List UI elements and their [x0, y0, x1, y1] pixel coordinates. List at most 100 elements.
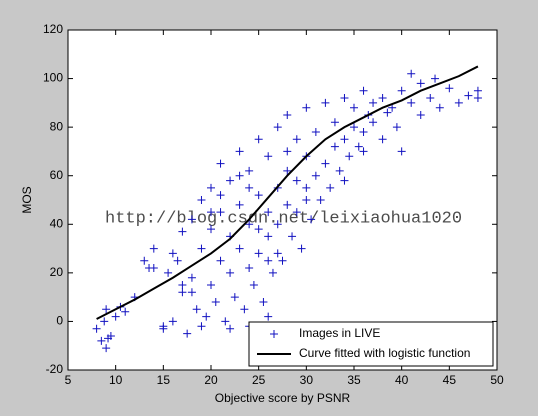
scatter-point — [350, 103, 358, 112]
scatter-point — [378, 94, 387, 102]
scatter-point — [168, 317, 177, 326]
scatter-point — [183, 329, 192, 338]
scatter-point — [435, 103, 444, 112]
y-axis-label: MOS — [20, 186, 34, 213]
scatter-point — [221, 317, 230, 326]
scatter-point — [111, 312, 120, 321]
y-tick-label: 100 — [43, 71, 63, 85]
scatter-point — [302, 196, 311, 204]
scatter-point — [288, 232, 297, 241]
y-tick-label: 80 — [50, 119, 64, 133]
scatter-point — [378, 135, 387, 144]
scatter-point — [292, 135, 301, 144]
scatter-point — [273, 220, 282, 229]
legend-label: Curve fitted with logistic function — [299, 346, 470, 360]
legend-box — [248, 321, 494, 367]
scatter-point — [316, 196, 325, 204]
y-tick-label: 20 — [50, 265, 64, 279]
scatter-point — [326, 183, 335, 192]
x-tick-label: 50 — [490, 373, 504, 387]
scatter-point — [392, 123, 401, 132]
scatter-point — [473, 94, 482, 102]
y-tick-label: 60 — [50, 168, 64, 182]
scatter-point — [426, 94, 435, 102]
scatter-point — [192, 305, 201, 314]
scatter-point — [340, 135, 349, 144]
scatter-point — [264, 208, 273, 217]
scatter-point — [297, 244, 306, 253]
scatter-point — [264, 312, 273, 321]
scatter-point — [216, 159, 225, 168]
scatter-point — [407, 98, 416, 107]
scatter-point — [216, 208, 225, 217]
scatter-point — [216, 191, 225, 200]
scatter-point — [121, 307, 130, 316]
scatter-point — [340, 176, 349, 185]
scatter-point — [235, 147, 244, 156]
x-tick-label: 5 — [65, 373, 72, 387]
scatter-point — [226, 324, 235, 333]
x-tick-label: 35 — [347, 373, 361, 387]
scatter-point — [207, 208, 215, 217]
y-tick-label: 0 — [56, 314, 63, 328]
scatter-point — [397, 86, 406, 95]
scatter-point — [211, 298, 220, 306]
scatter-point — [464, 91, 473, 100]
x-tick-label: 15 — [157, 373, 171, 387]
scatter-point — [268, 268, 277, 277]
scatter-point — [235, 244, 244, 253]
scatter-point — [311, 171, 320, 180]
scatter-point — [330, 118, 339, 127]
x-tick-label: 20 — [204, 373, 218, 387]
x-tick-label: 25 — [252, 373, 266, 387]
scatter-point — [164, 268, 173, 277]
scatter-point — [431, 74, 440, 83]
scatter-point — [104, 334, 113, 343]
legend-label: Images in LIVE — [299, 326, 380, 340]
scatter-point — [254, 191, 263, 200]
scatter-point — [369, 118, 378, 127]
legend-marker — [270, 330, 278, 338]
scatter-point — [235, 200, 244, 209]
scatter-point — [292, 208, 301, 217]
scatter-point — [159, 322, 168, 331]
scatter-point — [226, 268, 235, 277]
scatter-point — [202, 312, 211, 321]
scatter-point — [254, 225, 263, 234]
y-tick-label: 120 — [43, 22, 63, 36]
scatter-point — [216, 256, 225, 265]
x-tick-label: 45 — [443, 373, 457, 387]
scatter-point — [292, 176, 301, 185]
scatter-point — [245, 264, 254, 272]
scatter-point — [245, 183, 254, 192]
scatter-point — [197, 244, 206, 253]
scatter-point — [240, 305, 249, 314]
scatter-point — [283, 147, 292, 156]
scatter-point — [354, 142, 363, 151]
scatter-point — [397, 147, 406, 156]
scatter-point — [168, 249, 177, 258]
scatter-point — [335, 166, 344, 175]
y-tick-label: 40 — [50, 216, 64, 230]
scatter-point — [254, 135, 263, 144]
scatter-point — [454, 98, 463, 107]
scatter-point — [100, 317, 109, 326]
scatter-point — [149, 264, 158, 272]
scatter-point — [383, 108, 392, 117]
scatter-point — [340, 94, 349, 102]
scatter-point — [407, 69, 416, 78]
scatter-point — [254, 249, 263, 258]
scatter-point — [140, 256, 149, 265]
scatter-point — [149, 244, 158, 253]
scatter-point — [207, 225, 215, 234]
scatter-point — [187, 215, 196, 224]
scatter-point — [359, 86, 368, 95]
scatter-point — [245, 166, 254, 175]
scatter-point — [264, 152, 273, 161]
scatter-point — [369, 98, 378, 107]
scatter-point — [187, 273, 196, 282]
scatter-point — [302, 183, 311, 192]
scatter-point — [245, 220, 254, 229]
y-tick-label: -20 — [46, 362, 64, 376]
